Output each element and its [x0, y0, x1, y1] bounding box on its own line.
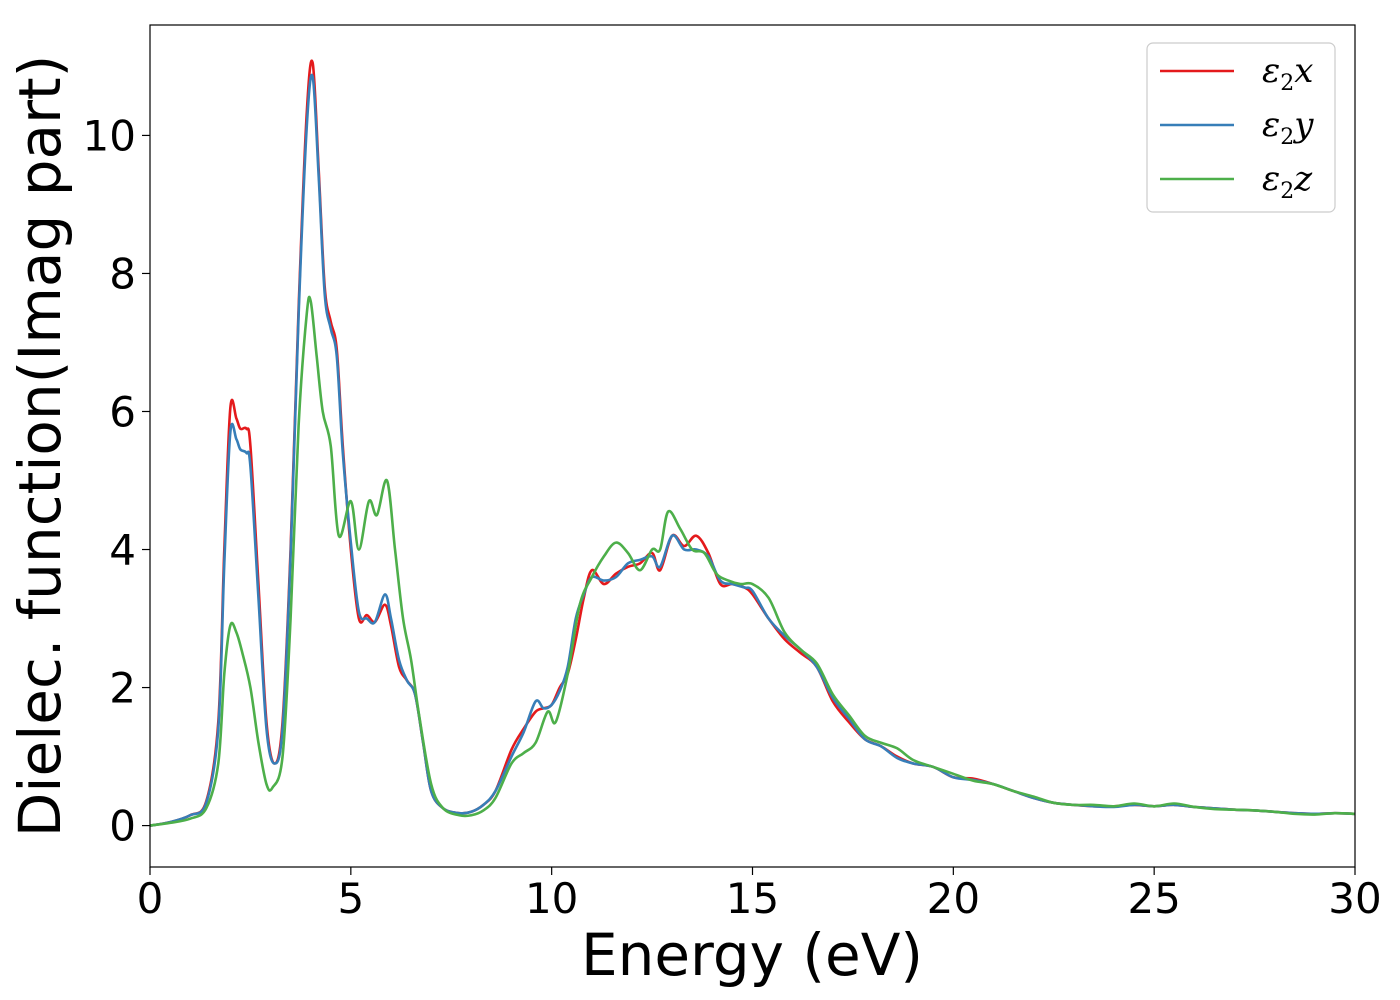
- y-tick-label: 8: [109, 249, 136, 298]
- x-tick-label: 0: [137, 874, 164, 923]
- y-axis-label: Dielec. function(Imag part): [6, 55, 74, 838]
- x-axis-label: Energy (eV): [581, 921, 923, 989]
- x-tick-label: 25: [1127, 874, 1180, 923]
- y-tick-label: 2: [109, 664, 136, 713]
- legend-label-x: ε2x: [1262, 51, 1313, 96]
- x-tick-label: 20: [927, 874, 980, 923]
- x-tick-label: 10: [525, 874, 578, 923]
- y-tick-label: 4: [109, 526, 136, 575]
- y-tick-label: 6: [109, 387, 136, 436]
- y-tick-label: 10: [83, 111, 136, 160]
- legend-label-z: ε2z: [1262, 159, 1313, 204]
- x-tick-label: 5: [337, 874, 364, 923]
- x-tick-label: 15: [726, 874, 779, 923]
- x-tick-label: 30: [1328, 874, 1381, 923]
- x-axis-ticks: 0 5 10 15 20 25 30: [137, 867, 1382, 923]
- legend-box: [1146, 42, 1336, 213]
- y-tick-label: 0: [109, 802, 136, 851]
- legend: ε2x ε2y ε2z: [1146, 42, 1336, 213]
- series-line-z: [149, 295, 1356, 827]
- y-axis-ticks: 0 2 4 6 8 10: [83, 111, 150, 851]
- series-layer: [149, 59, 1356, 827]
- legend-label-y: ε2y: [1262, 105, 1314, 150]
